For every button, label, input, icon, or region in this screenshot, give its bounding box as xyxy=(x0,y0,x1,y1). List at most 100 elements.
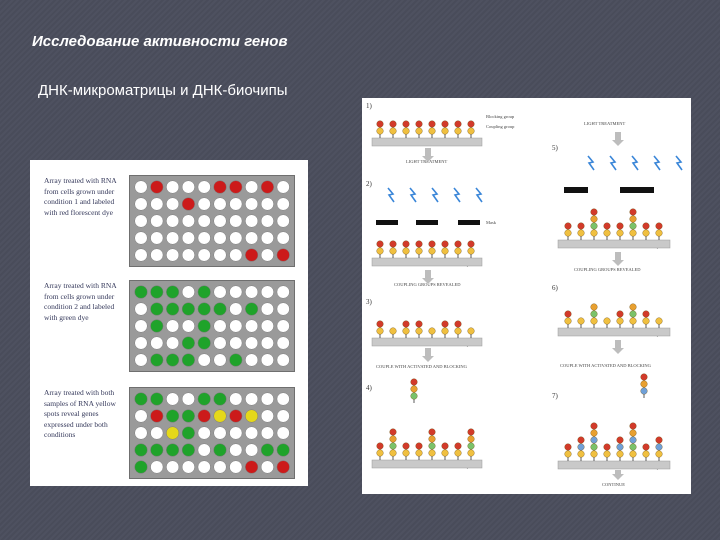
white-spot xyxy=(245,231,259,245)
white-spot xyxy=(197,426,211,440)
light-bolt-icon xyxy=(475,187,483,203)
white-spot xyxy=(229,285,243,299)
molecule-stack xyxy=(590,317,598,325)
white-spot xyxy=(134,248,148,262)
white-spot xyxy=(229,214,243,228)
green-spot xyxy=(166,443,180,457)
molecule-stack xyxy=(629,317,637,325)
white-spot xyxy=(166,336,180,350)
molecule-stack xyxy=(616,310,624,318)
white-spot xyxy=(213,460,227,474)
white-spot xyxy=(197,197,211,211)
light-bolt-icon xyxy=(409,187,417,203)
molecule-stack xyxy=(467,435,475,443)
molecule-stack xyxy=(642,450,650,458)
green-spot xyxy=(181,302,195,316)
mask-bar xyxy=(564,187,588,193)
molecule-stack xyxy=(564,222,572,230)
molecule-stack xyxy=(629,215,637,223)
white-spot xyxy=(260,197,274,211)
process-arrow xyxy=(612,260,624,266)
glass-chip xyxy=(371,257,483,267)
white-spot xyxy=(260,231,274,245)
white-spot xyxy=(166,248,180,262)
label-light-treatment: LIGHT TREATMENT xyxy=(406,159,447,164)
molecule-stack xyxy=(564,443,572,451)
molecule-stack xyxy=(389,247,397,255)
glass-chip xyxy=(557,460,671,470)
white-spot xyxy=(260,319,274,333)
green-spot xyxy=(213,392,227,406)
molecule-stack xyxy=(428,442,436,450)
white-spot xyxy=(197,460,211,474)
molecule-stack xyxy=(590,422,598,430)
red-spot xyxy=(229,180,243,194)
red-spot xyxy=(150,180,164,194)
process-arrow xyxy=(422,278,434,284)
red-spot xyxy=(213,180,227,194)
white-spot xyxy=(245,336,259,350)
white-spot xyxy=(276,336,290,350)
molecule-stack xyxy=(428,120,436,128)
white-spot xyxy=(245,319,259,333)
molecule-stack xyxy=(616,222,624,230)
white-spot xyxy=(229,392,243,406)
white-spot xyxy=(134,336,148,350)
white-spot xyxy=(229,443,243,457)
white-spot xyxy=(197,214,211,228)
white-spot xyxy=(134,426,148,440)
glass-chip xyxy=(371,337,483,347)
green-spot xyxy=(134,285,148,299)
molecule-stack xyxy=(454,320,462,328)
molecule-stack xyxy=(642,310,650,318)
label-light-treatment: LIGHT TREATMENT xyxy=(584,121,625,126)
green-spot xyxy=(197,285,211,299)
white-spot xyxy=(213,197,227,211)
array-both-conditions: Array treated with both samples of RNA y… xyxy=(30,382,308,482)
microarray-figure: Array treated with RNA from cells grown … xyxy=(30,160,308,486)
light-bolt-icon xyxy=(653,155,661,171)
molecule-stack xyxy=(402,120,410,128)
glass-chip xyxy=(371,459,483,469)
light-bolt-icon xyxy=(453,187,461,203)
green-spot xyxy=(181,426,195,440)
white-spot xyxy=(245,443,259,457)
white-spot xyxy=(260,248,274,262)
green-spot xyxy=(197,392,211,406)
white-spot xyxy=(197,443,211,457)
white-spot xyxy=(260,426,274,440)
spot-grid xyxy=(129,175,295,267)
process-arrow xyxy=(612,140,624,146)
red-spot xyxy=(245,460,259,474)
molecule-stack xyxy=(655,436,663,444)
white-spot xyxy=(229,426,243,440)
molecule-stack xyxy=(655,450,663,458)
white-spot xyxy=(260,302,274,316)
green-spot xyxy=(150,353,164,367)
molecule-stack xyxy=(564,317,572,325)
white-spot xyxy=(229,302,243,316)
molecule-stack xyxy=(376,247,384,255)
process-arrow xyxy=(615,340,621,348)
molecule-stack xyxy=(642,443,650,451)
process-arrow xyxy=(615,252,621,260)
spot-grid xyxy=(129,387,295,479)
molecule-stack xyxy=(402,240,410,248)
yellow-spot xyxy=(213,409,227,423)
step-number: 5) xyxy=(552,144,559,152)
red-spot xyxy=(197,409,211,423)
label-couple-activated: COUPLE WITH ACTIVATED AND BLOCKING xyxy=(560,363,652,368)
molecule-stack xyxy=(467,442,475,450)
molecule-stack xyxy=(454,247,462,255)
molecule-stack xyxy=(629,436,637,444)
white-spot xyxy=(213,353,227,367)
molecule-stack xyxy=(467,449,475,457)
process-arrow xyxy=(422,156,434,162)
white-spot xyxy=(166,197,180,211)
light-bolt-icon xyxy=(587,155,595,171)
molecule-stack xyxy=(415,320,423,328)
molecule-stack xyxy=(454,127,462,135)
white-spot xyxy=(181,180,195,194)
white-spot xyxy=(213,214,227,228)
molecule-stack xyxy=(376,442,384,450)
